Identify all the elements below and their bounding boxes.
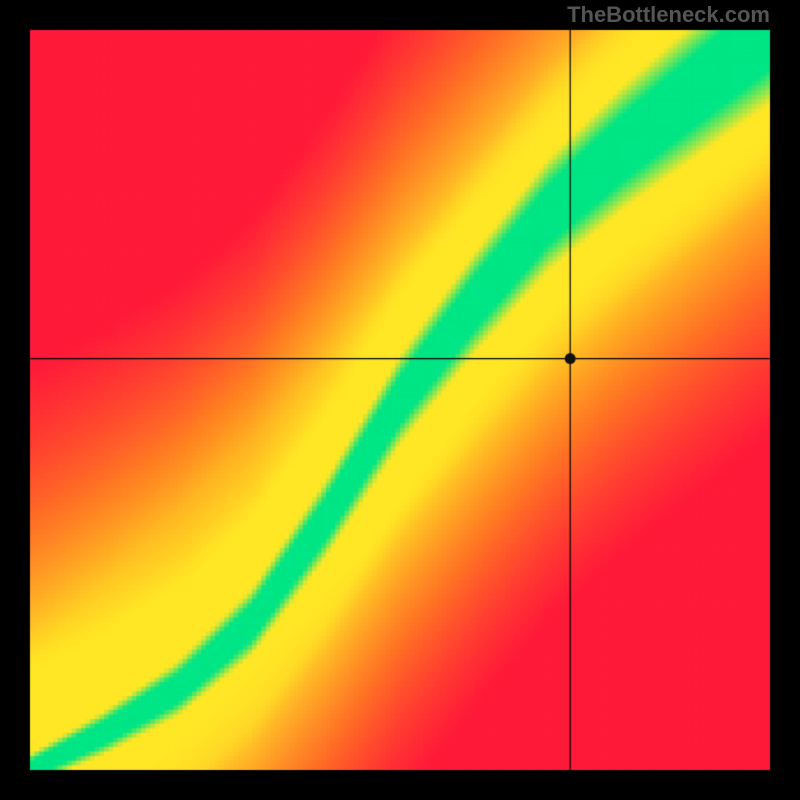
bottleneck-heatmap: [0, 0, 800, 800]
chart-container: { "watermark": "TheBottleneck.com", "wat…: [0, 0, 800, 800]
watermark-text: TheBottleneck.com: [567, 2, 770, 28]
